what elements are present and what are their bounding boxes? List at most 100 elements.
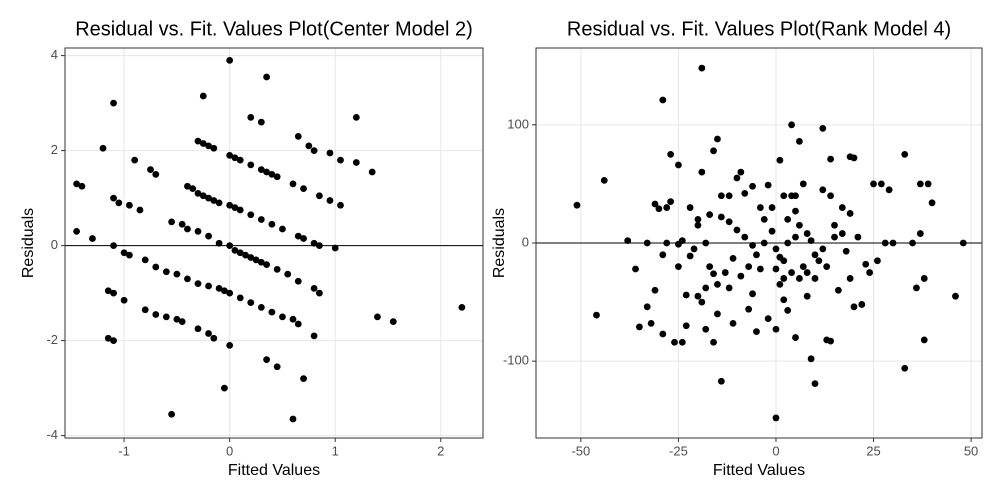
point [788,121,795,129]
x-tick-label: -25 [669,443,688,458]
point [671,338,678,346]
point [928,199,936,207]
point [173,315,181,323]
point [686,204,694,211]
x-tick-label: 25 [866,443,880,458]
x-tick-label: 1 [332,443,339,458]
point [909,239,916,247]
point [714,280,721,288]
point [593,311,600,319]
point [772,245,780,253]
point [803,230,811,237]
point [714,310,721,318]
point [838,204,846,211]
point [210,197,218,204]
point [725,284,733,292]
point [194,137,202,145]
point [780,296,788,304]
point [913,284,920,292]
point [889,239,897,247]
point [799,263,807,271]
point [710,270,717,278]
point [733,226,741,234]
point [764,181,772,189]
point [749,182,756,190]
point [326,197,334,204]
point [655,205,663,213]
point [257,166,265,174]
point [600,176,608,184]
point [698,64,706,72]
point [247,299,255,307]
point [901,150,909,158]
point [352,113,360,121]
point [242,251,249,259]
point [374,313,381,321]
y-tick-label: -4 [46,427,58,442]
point [784,215,792,223]
point [819,245,827,253]
point [745,263,753,271]
point [663,204,671,211]
point [162,313,170,321]
point [184,225,191,233]
point [842,247,850,255]
x-tick-label: 0 [772,443,779,458]
point [263,73,271,81]
point [846,153,854,161]
point [310,147,318,155]
point [205,282,212,290]
point [368,168,376,176]
chart-title: Residual vs. Fit. Values Plot(Center Mod… [75,18,473,40]
point [959,239,967,247]
point [231,246,239,254]
point [710,147,717,155]
point [152,170,160,178]
point [717,213,725,221]
point [659,251,667,259]
point [682,322,690,330]
point [710,338,717,346]
point [690,245,698,253]
point [173,270,181,278]
point [725,192,733,200]
point [152,263,160,271]
point [331,244,339,252]
point [846,275,854,282]
point [226,201,234,209]
point [337,156,344,164]
point [205,194,212,202]
point [753,328,760,336]
point [698,298,706,306]
point [205,142,212,150]
point [795,137,803,145]
point [916,230,924,237]
point [247,211,255,219]
point [141,306,149,314]
point [877,180,885,188]
point [866,269,874,276]
point [289,315,297,323]
point [831,221,838,229]
point [764,315,772,323]
point [647,319,655,327]
point [268,308,276,316]
y-axis-label: Residuals [491,208,508,278]
point [714,135,721,143]
point [667,198,675,206]
point [289,415,297,423]
point [194,227,202,235]
point [141,256,149,264]
point [831,233,838,241]
point [78,182,86,190]
point [827,192,835,200]
y-tick-label: 0 [51,237,58,252]
point [189,185,197,193]
point [862,260,870,268]
point [300,375,307,383]
point [136,206,144,214]
point [725,218,733,226]
point [729,254,737,262]
point [168,218,176,226]
point [694,221,702,229]
